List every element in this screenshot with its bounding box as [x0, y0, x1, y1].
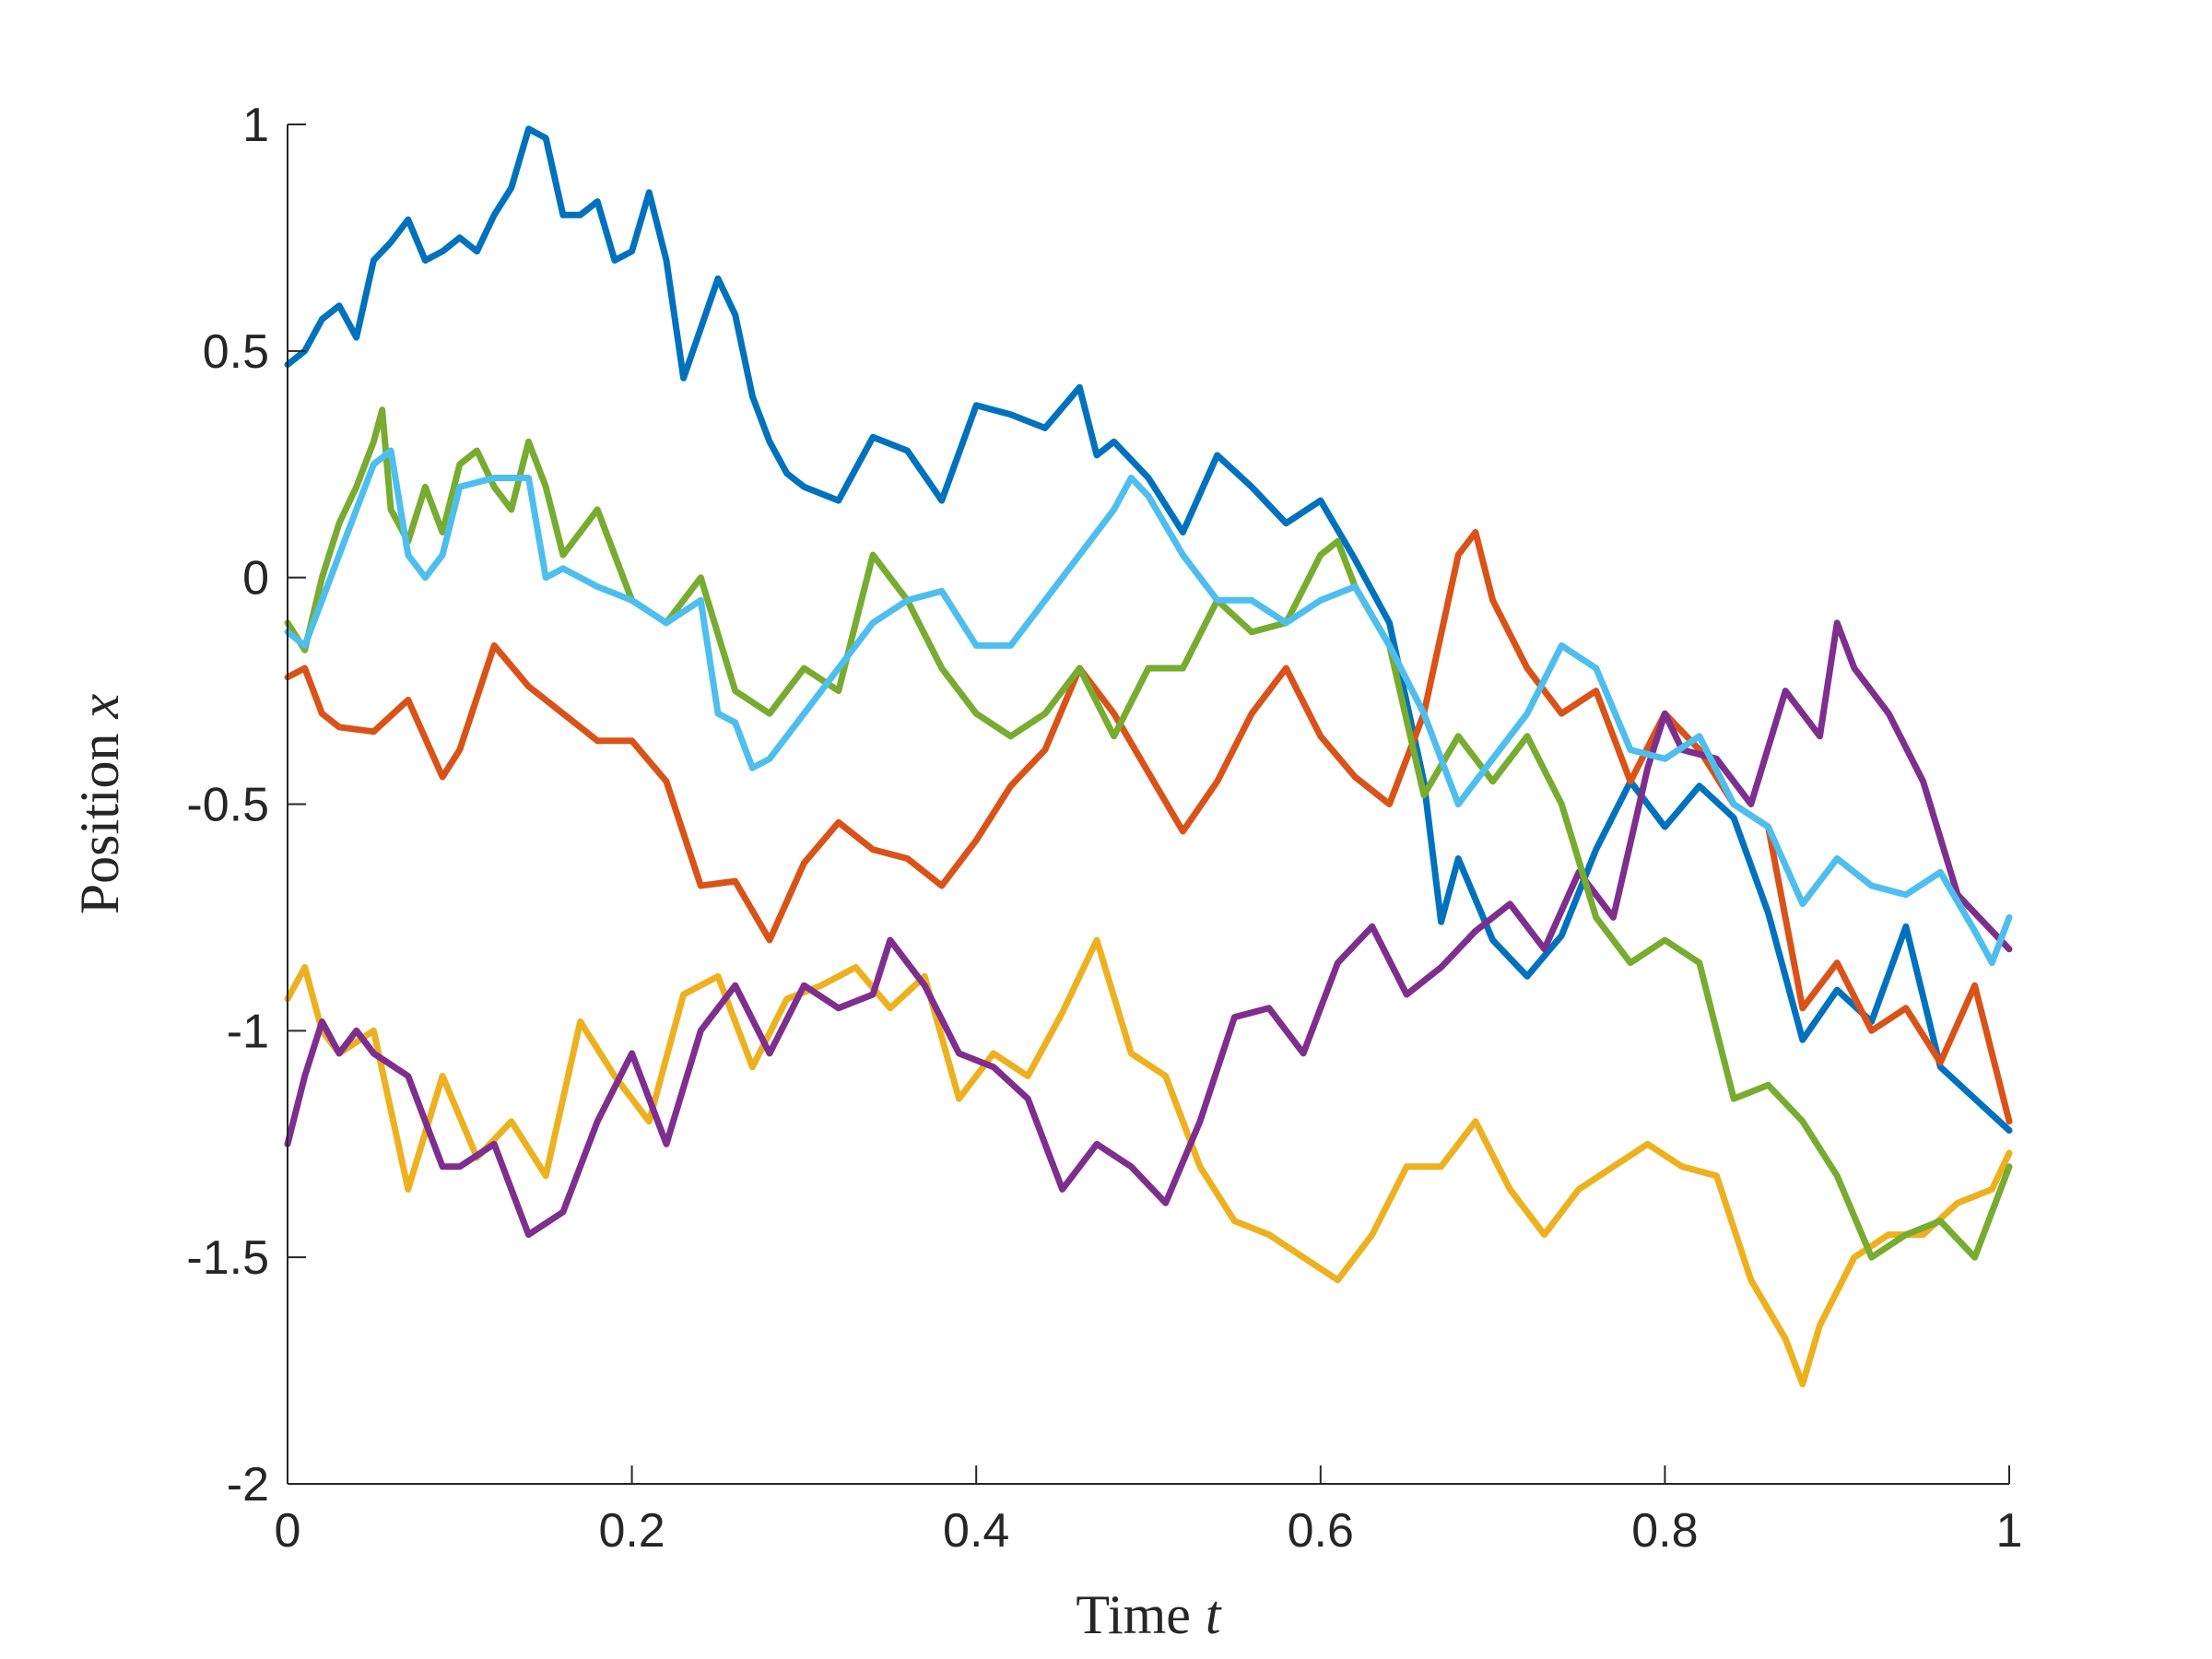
series-line-2	[284, 529, 2013, 1125]
series-line-4	[284, 619, 2013, 1239]
x-tick-label: 0.4	[943, 1504, 1009, 1558]
x-tick-label: 0.2	[598, 1504, 665, 1558]
x-ticks: 0 0.2 0.4 0.6 0.8 1	[275, 1465, 2023, 1558]
x-axis-title: Time t	[1076, 1584, 1222, 1645]
y-tick-label: 0.5	[203, 325, 269, 379]
y-tick-label: 1	[242, 99, 269, 152]
series-line-5	[284, 406, 2013, 1261]
y-axis-title-text: Position	[69, 733, 130, 914]
y-tick-label: -2	[227, 1458, 269, 1512]
y-axis-title: Position x	[69, 693, 130, 914]
y-tick-label: -1	[227, 1005, 269, 1058]
x-tick-label: 0	[275, 1504, 301, 1558]
x-tick-label: 0.6	[1288, 1504, 1354, 1558]
series-line-3	[284, 936, 2013, 1388]
series-line-6	[284, 447, 2013, 967]
y-tick-label: -1.5	[186, 1231, 269, 1285]
x-tick-label: 1	[1996, 1504, 2023, 1558]
y-tick-label: 0	[242, 552, 269, 606]
x-axis-title-variable: t	[1206, 1584, 1222, 1645]
x-axis-title-text: Time	[1076, 1584, 1191, 1645]
y-ticks: 1 0.5 0 -0.5 -1 -1.5 -2	[186, 99, 306, 1512]
series-layer	[284, 125, 2013, 1388]
x-tick-label: 0.8	[1631, 1504, 1698, 1558]
y-axis-title-variable: x	[69, 693, 130, 719]
series-line-1	[284, 125, 2013, 1134]
y-tick-label: -0.5	[186, 779, 269, 832]
